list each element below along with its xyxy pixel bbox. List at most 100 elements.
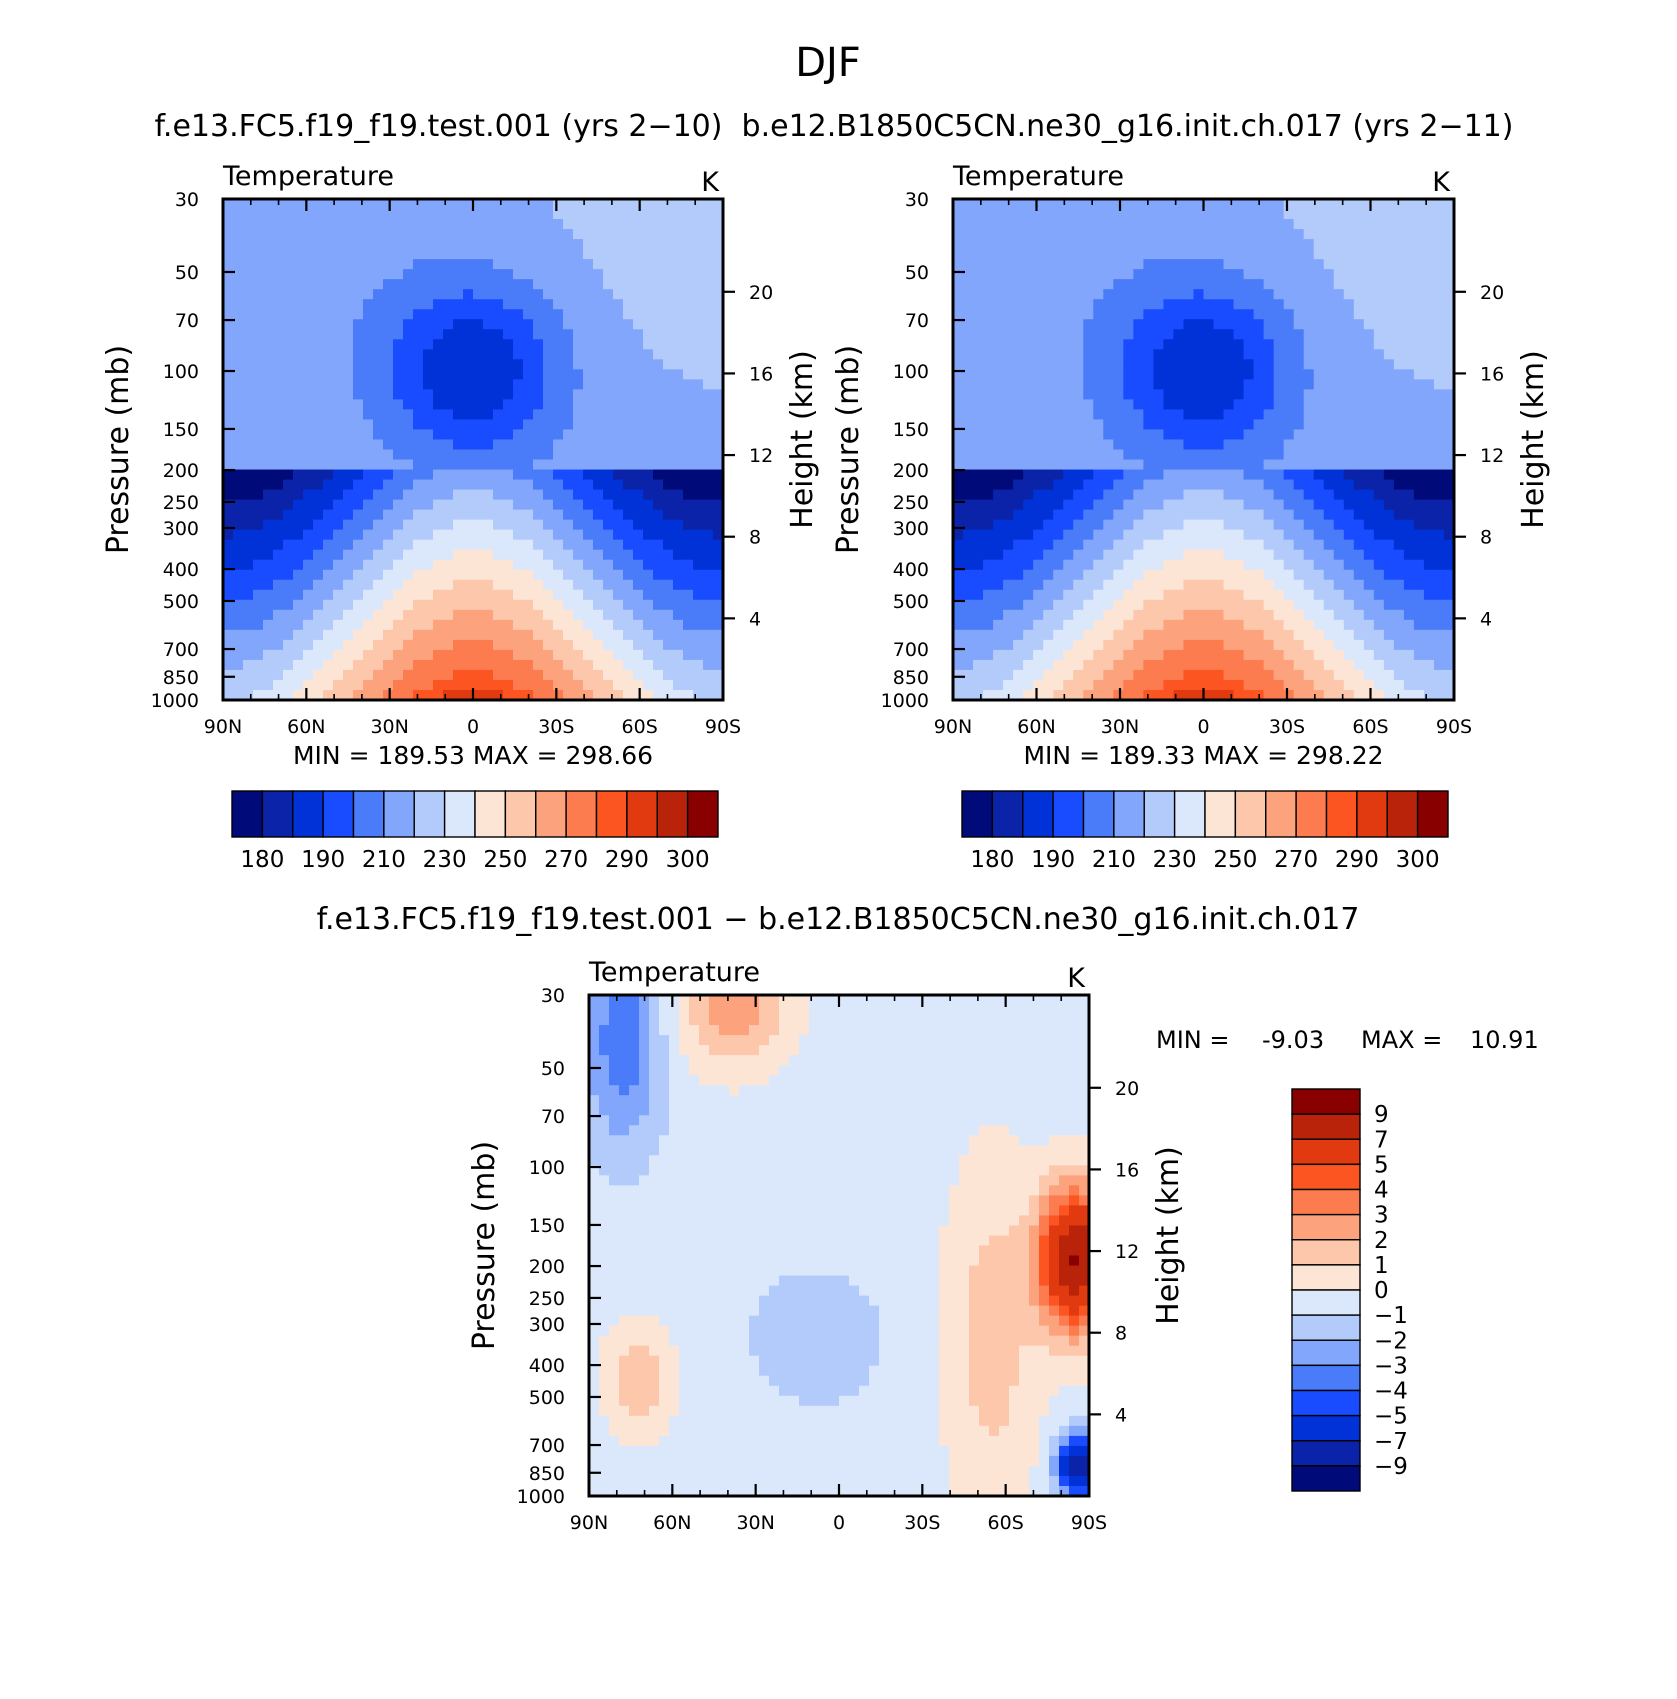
field-cell xyxy=(273,679,284,691)
field-cell xyxy=(1363,269,1375,280)
field-cell xyxy=(953,349,964,360)
field-cell xyxy=(1323,219,1335,230)
field-cell xyxy=(963,429,974,441)
field-cell xyxy=(613,429,624,441)
field-cell xyxy=(1263,229,1275,240)
field-cell xyxy=(553,299,564,310)
field-cell xyxy=(703,389,714,400)
field-cell xyxy=(1203,209,1215,220)
field-cell xyxy=(373,629,384,641)
field-cell xyxy=(1333,399,1345,411)
field-cell xyxy=(983,219,994,230)
field-cell xyxy=(1143,219,1154,230)
field-cell xyxy=(1393,549,1405,561)
field-cell xyxy=(493,379,504,390)
colorbar-box xyxy=(443,790,476,838)
field-cell xyxy=(503,509,514,521)
field-cell xyxy=(1243,639,1255,651)
field-cell xyxy=(1283,279,1295,290)
field-cell xyxy=(1293,489,1305,501)
field-cell xyxy=(983,509,994,521)
field-cell xyxy=(323,419,334,431)
field-cell xyxy=(1013,489,1024,501)
field-cell xyxy=(1083,679,1094,691)
field-cell xyxy=(1133,559,1144,571)
field-cell xyxy=(1393,529,1405,541)
field-cell xyxy=(393,529,404,541)
field-cell xyxy=(573,299,584,310)
field-cell xyxy=(453,539,464,551)
field-cell xyxy=(613,489,624,501)
field-cell xyxy=(303,579,314,591)
field-cell xyxy=(253,639,264,651)
field-cell xyxy=(1273,509,1285,521)
field-cell xyxy=(313,399,324,411)
field-cell xyxy=(673,199,684,210)
field-cell xyxy=(513,289,524,300)
field-cell xyxy=(373,679,384,691)
field-cell xyxy=(493,519,504,531)
field-cell xyxy=(683,359,694,370)
field-cell xyxy=(293,669,304,681)
field-cell xyxy=(1333,649,1345,661)
field-cell xyxy=(973,609,984,621)
field-cell xyxy=(1153,299,1165,310)
field-cell xyxy=(623,479,634,491)
field-cell xyxy=(1093,529,1104,541)
field-cell xyxy=(453,399,464,411)
field-cell xyxy=(593,279,604,290)
field-cell xyxy=(233,519,244,531)
field-cell xyxy=(243,529,254,541)
field-cell xyxy=(1143,299,1154,310)
field-cell xyxy=(1103,339,1114,350)
field-cell xyxy=(1003,669,1014,681)
field-cell xyxy=(1073,559,1084,571)
field-cell xyxy=(1203,449,1215,461)
field-cell xyxy=(1233,269,1245,280)
field-cell xyxy=(1223,209,1235,220)
field-cell xyxy=(1253,549,1265,561)
field-cell xyxy=(233,389,244,400)
field-cell xyxy=(413,389,424,400)
field-cell xyxy=(1213,269,1225,280)
field-cell xyxy=(463,469,474,481)
field-cell xyxy=(713,649,724,661)
field-cell xyxy=(233,289,244,300)
field-cell xyxy=(363,629,374,641)
field-cell xyxy=(1063,559,1074,571)
field-cell xyxy=(623,419,634,431)
colorbar-box xyxy=(565,790,598,838)
field-cell xyxy=(343,419,354,431)
field-cell xyxy=(623,289,634,300)
field-cell xyxy=(1083,599,1094,611)
field-cell xyxy=(293,289,304,300)
height-tick-label: 16 xyxy=(749,363,773,385)
field-cell xyxy=(1393,409,1405,421)
field-cell xyxy=(1233,499,1245,511)
field-cell xyxy=(603,629,614,641)
field-cell xyxy=(1423,229,1435,240)
field-cell xyxy=(333,399,344,411)
field-cell xyxy=(563,599,574,611)
field-cell xyxy=(1353,539,1365,551)
field-cell xyxy=(1373,209,1385,220)
field-cell xyxy=(373,499,384,511)
field-cell xyxy=(693,449,704,461)
field-cell xyxy=(693,529,704,541)
field-cell xyxy=(1033,629,1044,641)
field-cell xyxy=(1403,649,1415,661)
field-cell xyxy=(283,259,294,270)
field-cell xyxy=(563,449,574,461)
field-cell xyxy=(953,289,964,300)
field-cell xyxy=(283,569,294,581)
field-cell xyxy=(953,689,964,701)
field-cell xyxy=(1183,219,1195,230)
field-cell xyxy=(493,339,504,350)
field-cell xyxy=(1263,539,1275,551)
field-cell xyxy=(1103,249,1114,260)
field-cell xyxy=(1143,319,1154,330)
field-cell xyxy=(993,659,1004,671)
field-cell xyxy=(1073,429,1084,441)
field-cell xyxy=(413,249,424,260)
field-cell xyxy=(233,549,244,561)
